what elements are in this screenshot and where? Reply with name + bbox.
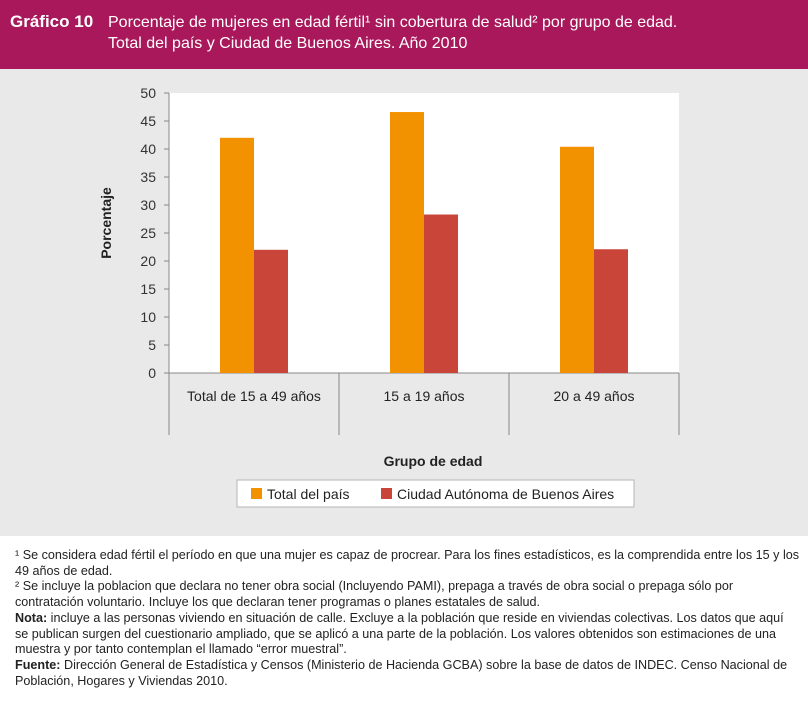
footnote-1: ¹ Se considera edad fértil el período en… <box>15 548 800 578</box>
y-tick-label: 30 <box>140 197 156 213</box>
bar-total-del-pais <box>220 137 254 373</box>
y-tick-label: 15 <box>140 281 156 297</box>
y-tick-label: 5 <box>148 337 156 353</box>
y-tick-label: 40 <box>140 141 156 157</box>
source-label: Fuente: <box>15 657 61 672</box>
y-tick-label: 25 <box>140 225 156 241</box>
y-tick-label: 20 <box>140 253 156 269</box>
y-tick-label: 50 <box>140 85 156 101</box>
bar-chart: 0 5 10 15 20 25 30 35 40 45 50 Total de 15 a 49 año… <box>98 85 680 508</box>
y-tick-label: 45 <box>140 113 156 129</box>
x-tick-label: Total de 15 a 49 años <box>187 388 321 404</box>
bar-caba <box>254 249 288 373</box>
legend-swatch-caba <box>381 488 392 499</box>
y-tick-label: 10 <box>140 309 156 325</box>
note: Nota: incluye a las personas viviendo en… <box>15 611 800 658</box>
note-text: incluye a las personas viviendo en situa… <box>15 610 784 657</box>
source: Fuente: Dirección General de Estadística… <box>15 658 800 689</box>
legend-swatch-total-del-pais <box>251 488 262 499</box>
bar-total-del-pais <box>390 112 424 373</box>
chart-title-line-2: Total del país y Ciudad de Buenos Aires.… <box>108 35 468 52</box>
y-tick-label: 0 <box>148 365 156 381</box>
bar-caba <box>594 249 628 373</box>
figure-number: Gráfico 10 <box>10 12 94 31</box>
chart-title-line-1: Porcentaje de mujeres en edad fértil¹ si… <box>108 14 678 31</box>
y-axis-title: Porcentaje <box>98 187 114 259</box>
x-tick-label: 20 a 49 años <box>554 388 635 404</box>
chart-header: Gráfico 10 Porcentaje de mujeres en edad… <box>0 0 808 69</box>
footnotes: ¹ Se considera edad fértil el período en… <box>15 548 800 689</box>
chart-title: Porcentaje de mujeres en edad fértil¹ si… <box>108 12 798 54</box>
footnote-2: ² Se incluye la poblacion que declara no… <box>15 579 734 610</box>
x-tick-label: 15 a 19 años <box>384 388 465 404</box>
x-axis-title: Grupo de edad <box>384 453 483 469</box>
source-text: Dirección General de Estadística y Censo… <box>15 657 788 688</box>
bar-total-del-pais <box>560 146 594 373</box>
legend-label-caba: Ciudad Autónoma de Buenos Aires <box>397 486 614 502</box>
legend-box <box>236 479 635 508</box>
note-label: Nota: <box>15 610 48 625</box>
bar-caba <box>424 214 458 373</box>
y-tick-label: 35 <box>140 169 156 185</box>
legend-label-total-del-pais: Total del país <box>267 486 350 502</box>
